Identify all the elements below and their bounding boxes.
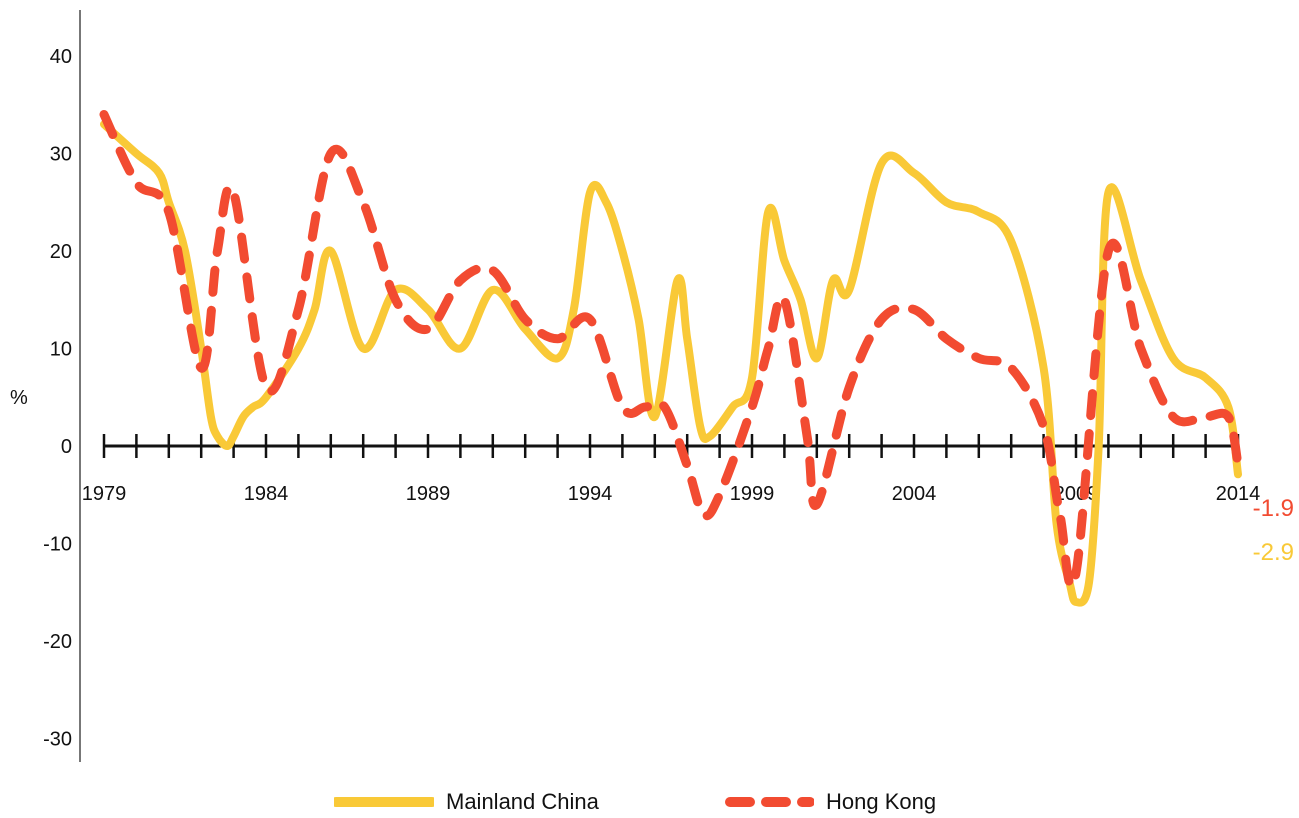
y-axis-label: % bbox=[10, 387, 28, 409]
y-tick-label: 30 bbox=[50, 144, 72, 166]
x-tick-label: 1999 bbox=[730, 483, 775, 505]
y-tick-label: 10 bbox=[50, 339, 72, 361]
y-tick-label: -20 bbox=[43, 631, 72, 653]
legend-swatch-dashed bbox=[725, 797, 814, 807]
y-tick-label: 40 bbox=[50, 46, 72, 68]
x-axis: 1979 1984 1989 1994 1999 2004 2009 2014 bbox=[82, 434, 1261, 505]
y-tick-label: 20 bbox=[50, 241, 72, 263]
series-line-mainland-china bbox=[100, 120, 1242, 607]
legend: Mainland China Hong Kong bbox=[0, 786, 1299, 818]
end-value-label: -2.9 bbox=[1253, 539, 1294, 566]
end-value-annotations: -1.9 -2.9 bbox=[1253, 495, 1294, 566]
x-tick-label: 1994 bbox=[568, 483, 613, 505]
x-tick-label: 1979 bbox=[82, 483, 127, 505]
series-layer bbox=[99, 110, 1243, 607]
y-tick-label: -30 bbox=[43, 729, 72, 751]
line-chart: -30 -20 -10 0 10 20 30 40 1979 1984 1989 1994 1999 2… bbox=[10, 10, 1294, 762]
x-tick-label: 1984 bbox=[244, 483, 289, 505]
y-axis: -30 -20 -10 0 10 20 30 40 bbox=[43, 10, 81, 762]
y-tick-label: -10 bbox=[43, 534, 72, 556]
y-tick-label: 0 bbox=[61, 436, 72, 458]
end-value-label: -1.9 bbox=[1253, 495, 1294, 522]
legend-swatch-solid bbox=[334, 797, 434, 807]
x-tick-label: 2014 bbox=[1216, 483, 1261, 505]
legend-item-hong-kong: Hong Kong bbox=[724, 786, 936, 818]
x-tick-label: 1989 bbox=[406, 483, 451, 505]
legend-label-hong-kong: Hong Kong bbox=[826, 789, 937, 814]
legend-label-mainland-china: Mainland China bbox=[446, 789, 599, 814]
x-tick-label: 2004 bbox=[892, 483, 937, 505]
series-line-hong-kong bbox=[99, 110, 1243, 591]
legend-item-mainland-china: Mainland China bbox=[334, 786, 599, 818]
